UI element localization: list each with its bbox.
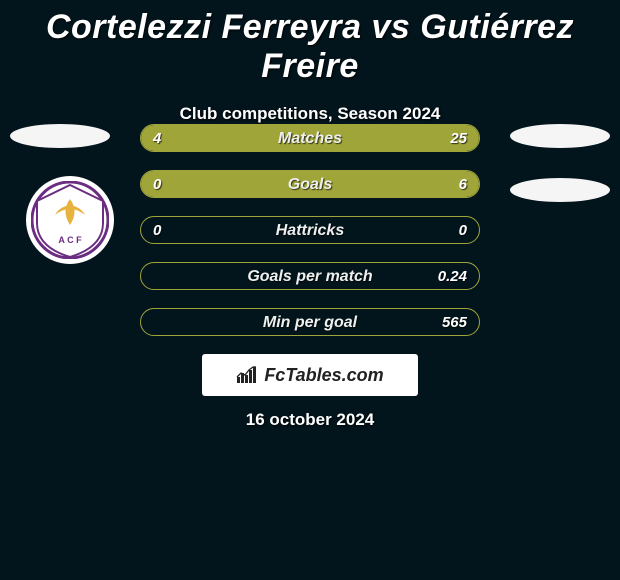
stat-row: 4Matches25 [140, 124, 480, 152]
svg-text:A C F: A C F [58, 235, 82, 245]
player-right-ellipse-1 [510, 124, 610, 148]
player-left-ellipse-1 [10, 124, 110, 148]
footer-date: 16 october 2024 [0, 410, 620, 430]
stat-value-right: 0.24 [438, 263, 467, 290]
stat-label: Min per goal [141, 309, 479, 335]
brand-attribution[interactable]: FcTables.com [202, 354, 418, 396]
stat-label: Goals [141, 171, 479, 197]
stat-label: Goals per match [141, 263, 479, 289]
stat-value-right: 25 [450, 125, 467, 152]
page-title: Cortelezzi Ferreyra vs Gutiérrez Freire [0, 0, 620, 86]
stat-row: 0Goals6 [140, 170, 480, 198]
bar-chart-icon [236, 366, 258, 384]
stat-row: Min per goal565 [140, 308, 480, 336]
stat-value-right: 565 [442, 309, 467, 336]
stats-container: 4Matches250Goals60Hattricks0Goals per ma… [140, 124, 480, 354]
stat-value-right: 0 [459, 217, 467, 244]
stat-label: Hattricks [141, 217, 479, 243]
club-crest-icon: A C F [31, 181, 109, 259]
brand-text: FcTables.com [264, 365, 383, 386]
club-badge-left: A C F [26, 176, 114, 264]
stat-label: Matches [141, 125, 479, 151]
player-right-ellipse-2 [510, 178, 610, 202]
page-subtitle: Club competitions, Season 2024 [0, 104, 620, 124]
stat-row: Goals per match0.24 [140, 262, 480, 290]
stat-row: 0Hattricks0 [140, 216, 480, 244]
stat-value-right: 6 [459, 171, 467, 198]
